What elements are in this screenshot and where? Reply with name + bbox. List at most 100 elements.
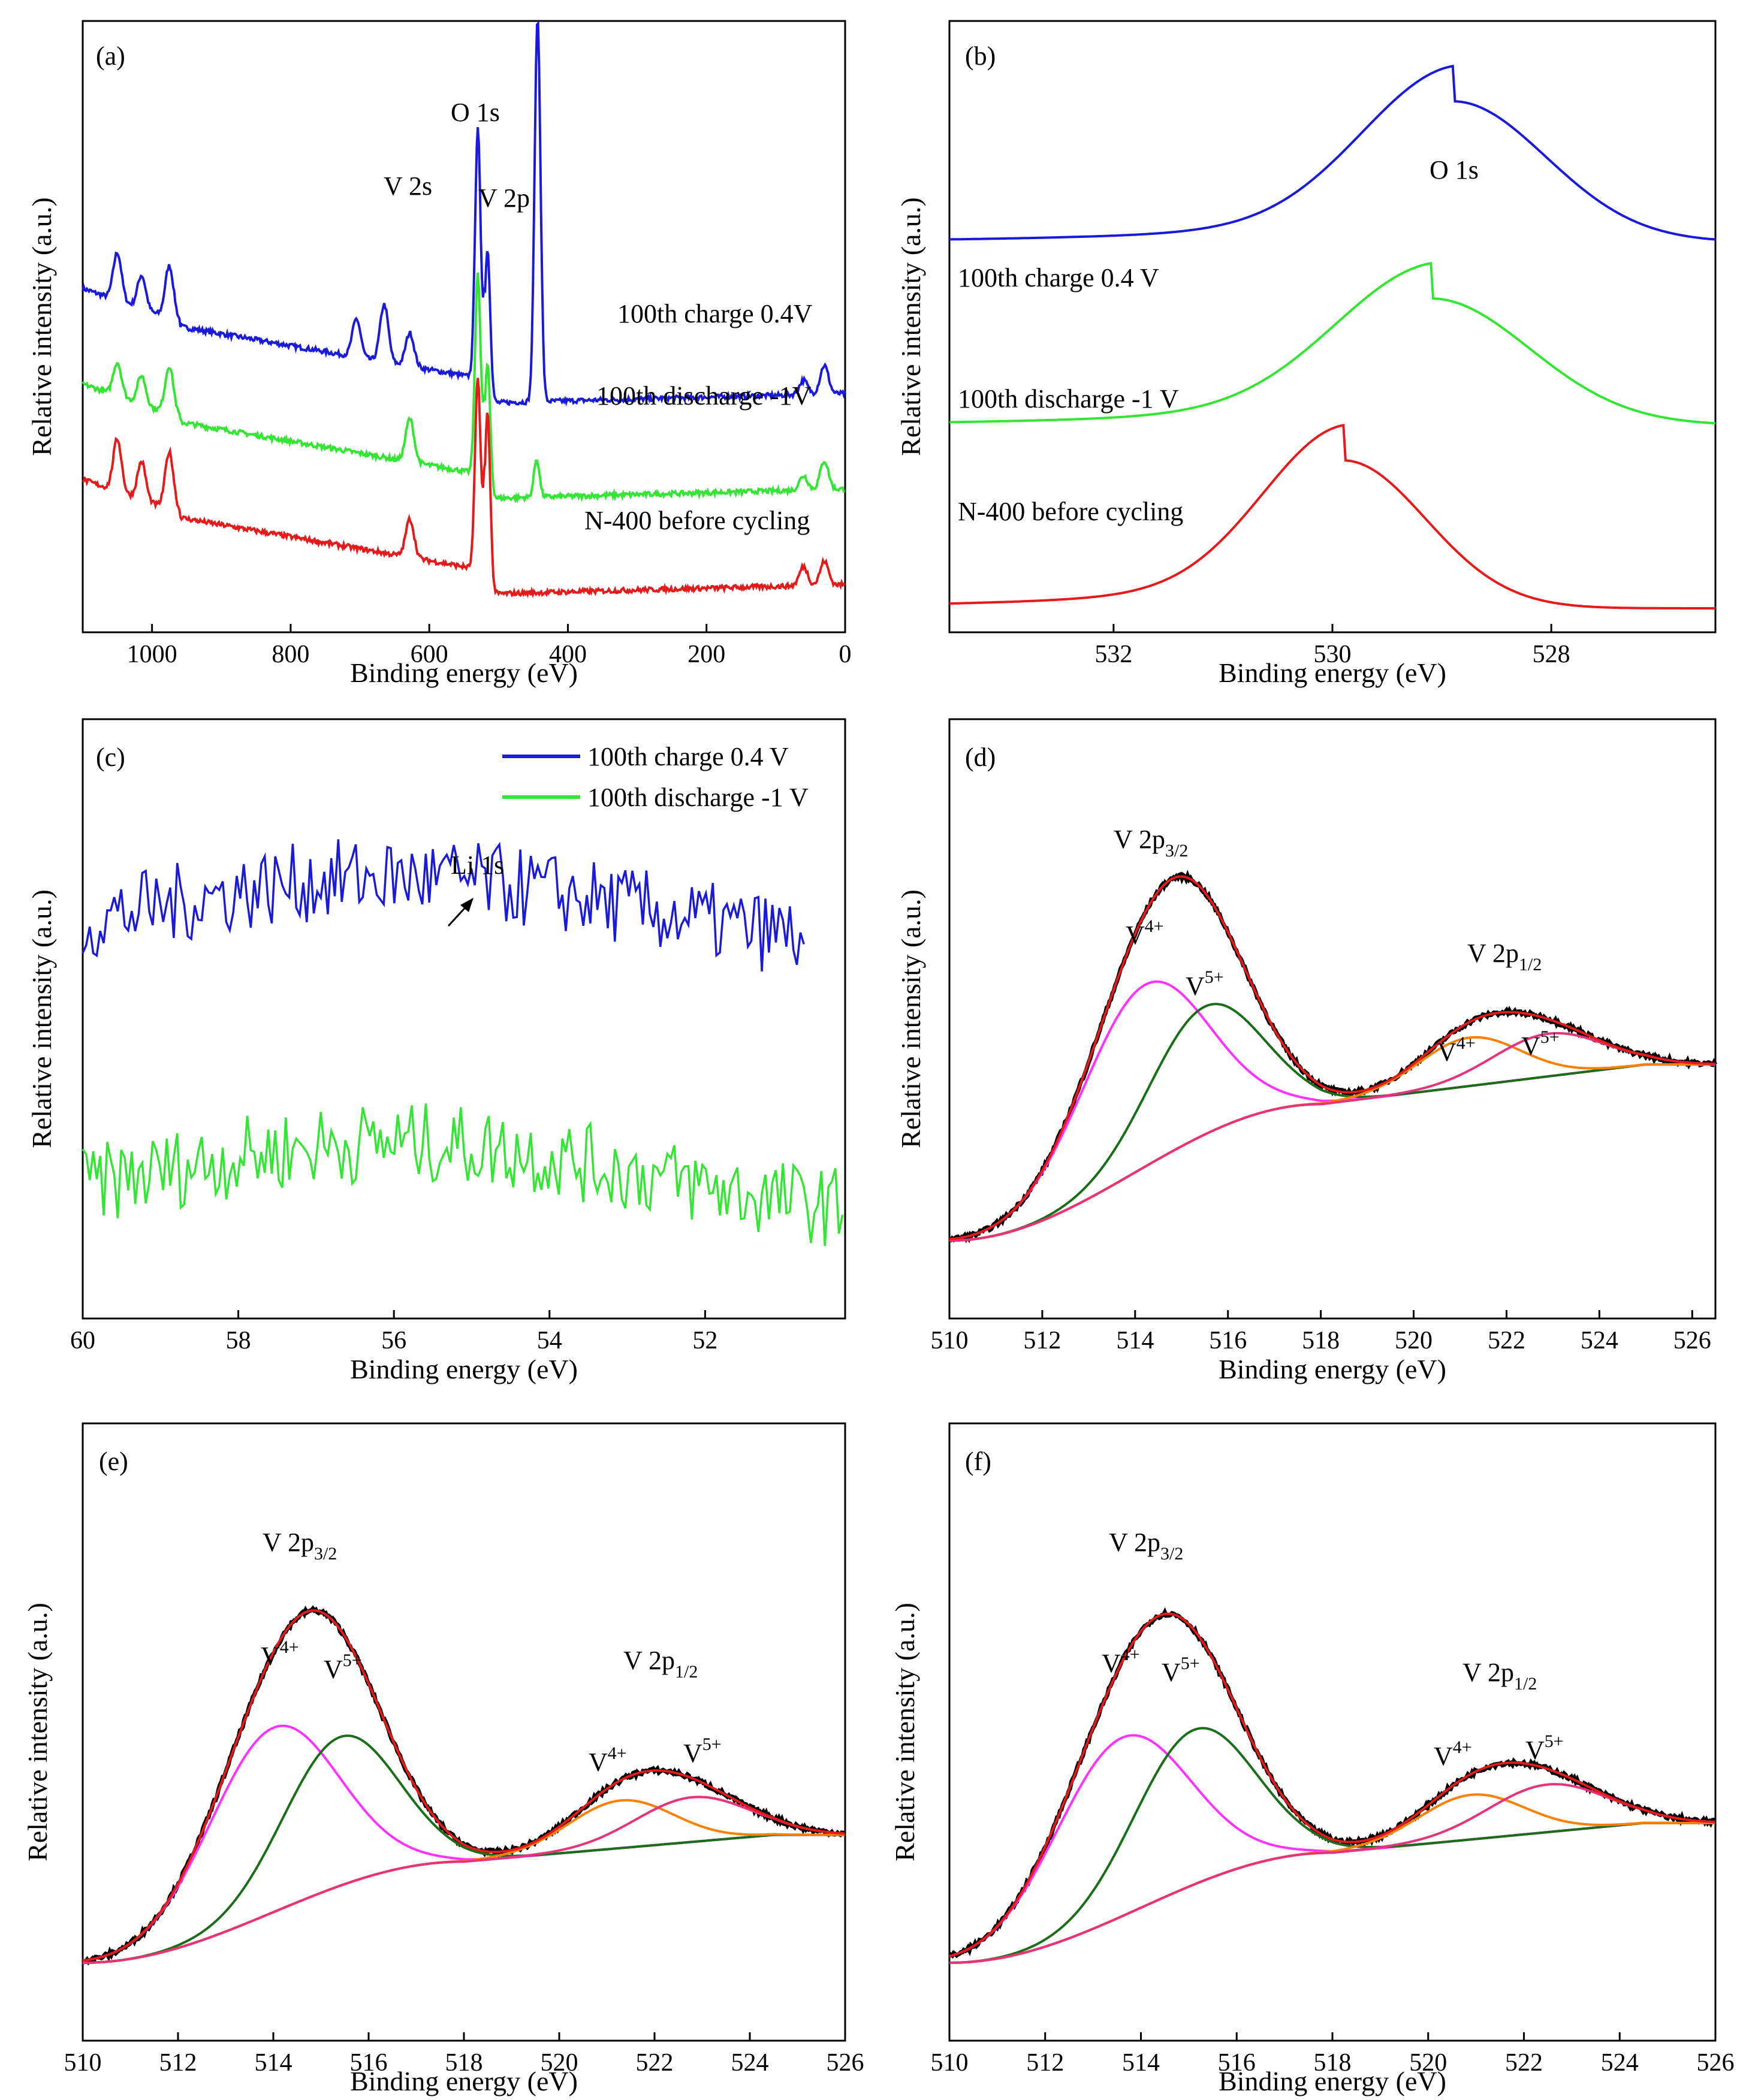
panel-d-label: (d) bbox=[965, 743, 996, 772]
legend-label-discharge: 100th discharge -1 V bbox=[587, 783, 809, 812]
panel-d-xtick-label-526: 526 bbox=[1673, 1327, 1711, 1354]
panel-f-xtick-label-516: 516 bbox=[1218, 2049, 1256, 2077]
panel-e-ann-v4b: V4+ bbox=[589, 1743, 627, 1777]
panel-f-xtick-label-514: 514 bbox=[1122, 2049, 1160, 2077]
panel-e-xtick-label-514: 514 bbox=[255, 2049, 292, 2077]
panel-d-ann-v2p32-sub: 3/2 bbox=[1165, 841, 1188, 861]
panel-d-xtick-label-522: 522 bbox=[1488, 1327, 1525, 1354]
panel-e-ann-v4a-sup: 4+ bbox=[280, 1637, 299, 1657]
panel-b-label-before: N-400 before cycling bbox=[958, 497, 1183, 526]
panel-c-ann-li1s: Li 1s bbox=[451, 850, 504, 880]
panel-a-curves bbox=[82, 20, 846, 599]
panel-e-xtick-label-516: 516 bbox=[350, 2049, 388, 2077]
panel-f-component-2 bbox=[949, 1793, 1715, 1964]
panel-e-xtick-label-524: 524 bbox=[731, 2049, 769, 2077]
panel-e-ann-v2p12-sub: 1/2 bbox=[675, 1662, 698, 1682]
panel-d-curves bbox=[949, 870, 1717, 1244]
panel-e-ann-v5a-sup: 5+ bbox=[343, 1651, 362, 1670]
panel-a-ann-v2p: V 2p bbox=[478, 183, 530, 213]
panel-e: (e) 510 512 514 516 518 520 522 524 526 V 2p3/2 … bbox=[22, 1422, 864, 2096]
panel-d-raw-data bbox=[949, 870, 1717, 1244]
panel-e-envelope bbox=[82, 1609, 845, 1962]
panel-a-label: (a) bbox=[96, 41, 125, 71]
panel-f-ann-v4a-main: V bbox=[1102, 1649, 1121, 1678]
panel-b: (b) 532 530 528 O 1s 100th charge 0.4 V 10… bbox=[895, 20, 1717, 688]
legend-label-charge: 100th charge 0.4 V bbox=[587, 742, 789, 771]
panel-c-frame bbox=[82, 718, 846, 1320]
panel-f-component-1 bbox=[949, 1727, 1715, 1964]
panel-d-xtick-label-512: 512 bbox=[1023, 1327, 1061, 1354]
panel-e-ylabel: Relative intensity (a.u.) bbox=[22, 1603, 53, 1861]
panel-e-component-3 bbox=[83, 1796, 845, 1964]
panel-d-xtick-label-510: 510 bbox=[931, 1327, 969, 1354]
panel-a-xtick-label-0: 0 bbox=[839, 641, 852, 668]
panel-d-ann-v5b-main: V bbox=[1521, 1031, 1540, 1061]
panel-e-ann-v4a-main: V bbox=[261, 1642, 280, 1671]
panel-c-xtick-label-52: 52 bbox=[692, 1327, 717, 1354]
panel-e-component-2 bbox=[83, 1799, 845, 1964]
panel-d-envelope bbox=[949, 875, 1716, 1241]
panel-f-xtick-label-526: 526 bbox=[1697, 2049, 1735, 2077]
panel-e-background bbox=[83, 1833, 845, 1964]
panel-e-xtick-label-526: 526 bbox=[827, 2049, 864, 2077]
panel-b-series-1 bbox=[949, 261, 1716, 425]
panel-f-xtick-label-520: 520 bbox=[1409, 2049, 1447, 2077]
panel-e-component-1 bbox=[83, 1734, 845, 1964]
panel-e-frame bbox=[82, 1422, 846, 2042]
panel-f-raw-data bbox=[948, 1607, 1715, 1959]
panel-e-ann-v2p32: V 2p3/2 bbox=[263, 1528, 337, 1564]
panel-d-ann-v4a: V4+ bbox=[1126, 916, 1164, 950]
panel-d-xtick-label-516: 516 bbox=[1209, 1327, 1247, 1354]
panel-a-ylabel: Relative intensity (a.u.) bbox=[26, 197, 57, 456]
panel-e-ann-v5b: V5+ bbox=[683, 1734, 722, 1768]
panel-e-label: (e) bbox=[99, 1447, 128, 1476]
panel-d: (d) 510 512 514 516 518 520 522 524 526 V 2p3/2 … bbox=[895, 718, 1717, 1384]
panel-f-xtick-label-512: 512 bbox=[1026, 2049, 1064, 2077]
panel-e-ann-v2p12: V 2p1/2 bbox=[623, 1646, 698, 1682]
panel-d-component-1 bbox=[949, 1003, 1715, 1242]
panel-f-ann-v2p12: V 2p1/2 bbox=[1462, 1658, 1537, 1694]
panel-e-xlabel: Binding energy (eV) bbox=[350, 2066, 578, 2096]
panel-f-label: (f) bbox=[965, 1447, 991, 1476]
panel-a-ann-o1s: O 1s bbox=[451, 98, 500, 127]
panel-a-xlabel: Binding energy (eV) bbox=[350, 657, 578, 688]
panel-f-ann-v2p12-main: V 2p bbox=[1462, 1658, 1514, 1687]
panel-f-background bbox=[949, 1821, 1715, 1964]
panel-d-ann-v5b-sup: 5+ bbox=[1540, 1027, 1560, 1047]
panel-f-ylabel: Relative intensity (a.u.) bbox=[889, 1603, 920, 1861]
panel-a-xtick-label-400: 400 bbox=[549, 641, 587, 668]
panel-a-series-1 bbox=[82, 272, 846, 504]
panel-f-xtick-label-522: 522 bbox=[1505, 2049, 1543, 2077]
panel-b-xtick-label-528: 528 bbox=[1533, 641, 1570, 668]
panel-d-ann-v2p12-sub: 1/2 bbox=[1519, 955, 1542, 974]
panel-a-series-0 bbox=[82, 20, 846, 407]
panel-f-ann-v5a-sup: 5+ bbox=[1181, 1654, 1200, 1673]
panel-e-ann-v5b-main: V bbox=[683, 1739, 702, 1768]
panel-f-ann-v2p12-sub: 1/2 bbox=[1514, 1674, 1537, 1694]
panel-e-xtick-label-512: 512 bbox=[159, 2049, 197, 2077]
panel-a-label-discharge: 100th discharge -1V bbox=[596, 381, 812, 411]
panel-f-ticks: 510 512 514 516 518 520 522 524 526 bbox=[931, 2032, 1735, 2077]
panel-b-ylabel: Relative intensity (a.u.) bbox=[895, 197, 926, 456]
panel-e-xtick-label-520: 520 bbox=[541, 2049, 578, 2077]
panel-f-xtick-label-518: 518 bbox=[1314, 2049, 1352, 2077]
panel-f: (f) 510 512 514 516 518 520 522 524 526 V 2p3/2 … bbox=[889, 1422, 1735, 2096]
panel-f-component-0 bbox=[949, 1734, 1715, 1958]
panel-b-curves bbox=[949, 64, 1716, 610]
panel-f-xtick-label-524: 524 bbox=[1601, 2049, 1639, 2077]
panel-d-xtick-label-514: 514 bbox=[1116, 1327, 1154, 1354]
panel-b-series-0 bbox=[949, 64, 1716, 241]
panel-c-xtick-label-60: 60 bbox=[70, 1327, 95, 1354]
panel-d-frame bbox=[948, 718, 1717, 1320]
panel-d-ann-v5a-sup: 5+ bbox=[1205, 967, 1224, 987]
panel-f-ann-v2p32: V 2p3/2 bbox=[1109, 1528, 1183, 1564]
panel-d-ann-v4b: V4+ bbox=[1437, 1033, 1476, 1067]
panel-e-ann-v5a-main: V bbox=[324, 1655, 343, 1684]
panel-a: (a) 1000 800 600 400 200 0 O 1s V 2p V 2s 100… bbox=[26, 20, 852, 688]
panel-d-component-0 bbox=[949, 980, 1715, 1241]
panel-f-envelope bbox=[949, 1612, 1715, 1957]
panel-f-ann-v5a-main: V bbox=[1162, 1658, 1181, 1687]
panel-c-xlabel: Binding energy (eV) bbox=[350, 1354, 578, 1384]
panel-f-frame bbox=[948, 1422, 1717, 2042]
panel-a-label-charge: 100th charge 0.4V bbox=[617, 299, 813, 328]
